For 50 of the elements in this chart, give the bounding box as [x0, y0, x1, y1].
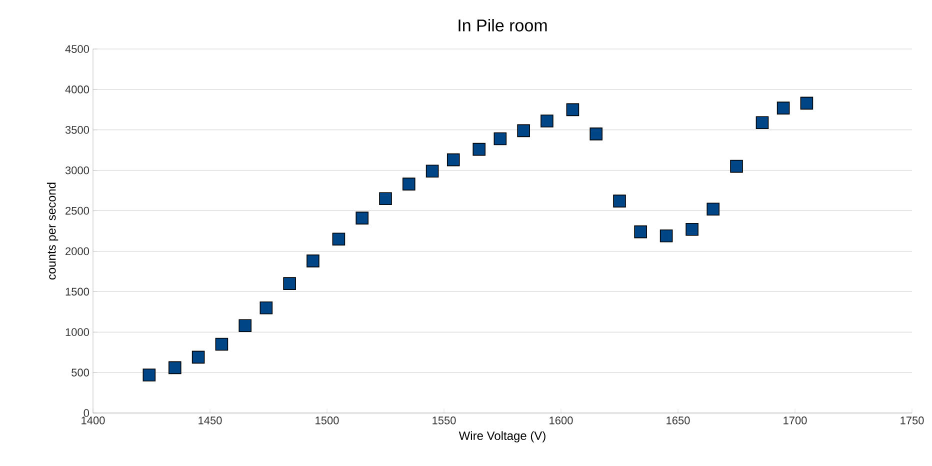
point	[730, 160, 743, 173]
y-tick-label: 3000	[65, 166, 90, 174]
x-tick-label: 1700	[784, 416, 807, 424]
point	[402, 178, 416, 190]
point	[566, 103, 580, 116]
point	[613, 194, 626, 208]
point	[800, 96, 814, 110]
y-tick-label: 1500	[66, 288, 90, 296]
point	[517, 124, 530, 138]
x-tick-label: 1500	[316, 416, 339, 424]
x-tick-label: 1600	[550, 416, 573, 424]
point	[706, 202, 720, 216]
point	[494, 132, 507, 146]
y-axis-title: counts per second	[46, 182, 58, 280]
point	[634, 225, 647, 238]
point	[540, 114, 554, 128]
point	[192, 350, 205, 364]
x-tick-label: 1400	[82, 416, 105, 424]
y-tick-label: 2500	[66, 206, 90, 215]
y-tick-label: 4500	[65, 45, 90, 53]
point	[590, 128, 603, 140]
x-tick-label: 1750	[900, 416, 924, 424]
point	[446, 153, 460, 166]
point	[356, 212, 369, 224]
point	[260, 301, 273, 314]
point	[142, 368, 156, 382]
point	[283, 277, 296, 290]
point	[238, 319, 252, 332]
y-tick-label: 4000	[65, 86, 90, 94]
y-tick-label: 2000	[66, 247, 90, 256]
x-axis-title: Wire Voltage (V)	[458, 431, 546, 442]
y-tick-label: 3500	[65, 126, 90, 134]
point	[379, 192, 392, 206]
point	[776, 102, 790, 114]
y-tick-label: 1000	[66, 328, 90, 336]
point	[660, 229, 673, 242]
point	[168, 361, 182, 374]
point	[215, 338, 228, 351]
y-tick-label: 500	[72, 368, 90, 376]
point	[472, 142, 486, 156]
y-tick-label: 0	[84, 409, 90, 417]
point	[426, 164, 439, 178]
x-tick-label: 1450	[198, 416, 222, 424]
x-tick-label: 1650	[666, 416, 690, 424]
point	[756, 116, 769, 130]
x-tick-label: 1550	[432, 416, 456, 424]
chart-title: In Pile room	[458, 18, 547, 32]
point	[686, 222, 698, 236]
point	[332, 232, 346, 246]
point	[306, 254, 320, 268]
